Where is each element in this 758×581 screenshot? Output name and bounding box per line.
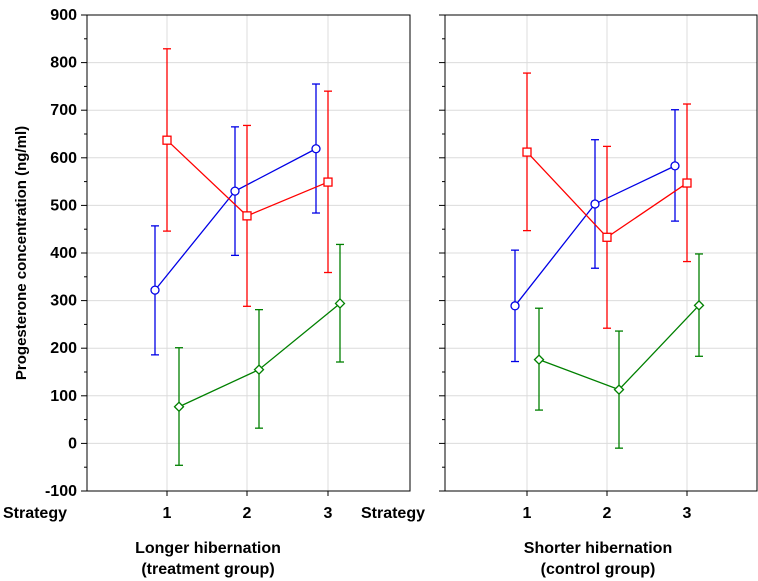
panel-caption-line1: Longer hibernation	[135, 540, 281, 557]
y-tick-label: -100	[45, 483, 77, 500]
data-point-square	[162, 135, 172, 145]
x-tick-label: 1	[163, 505, 172, 522]
data-point-diamond	[613, 384, 625, 396]
x-tick-label: 2	[603, 505, 612, 522]
data-point-square	[682, 178, 692, 188]
y-tick-label: 100	[50, 388, 77, 405]
data-point-diamond	[533, 354, 545, 366]
data-point-circle	[150, 285, 160, 295]
y-tick-label: 900	[50, 7, 77, 24]
data-point-circle	[510, 301, 520, 311]
data-point-circle	[590, 199, 600, 209]
x-tick-label: 1	[523, 505, 532, 522]
y-tick-label: 400	[50, 245, 77, 262]
data-point-diamond	[334, 298, 346, 309]
data-point-square	[522, 147, 532, 157]
data-point-circle	[670, 161, 680, 171]
data-point-diamond	[253, 364, 265, 376]
y-tick-label: 800	[50, 55, 77, 72]
data-point-square	[602, 232, 612, 242]
data-point-circle	[311, 144, 321, 154]
panel-caption-line2: (treatment group)	[141, 561, 274, 578]
x-tick-label: 3	[324, 505, 333, 522]
data-point-circle	[230, 186, 240, 196]
y-tick-label: 600	[50, 150, 77, 167]
y-tick-label: 700	[50, 102, 77, 119]
panel-caption-line1: Shorter hibernation	[524, 540, 672, 557]
x-tick-label: 3	[683, 505, 692, 522]
data-point-square	[242, 211, 252, 221]
data-point-square	[323, 177, 333, 187]
y-tick-label: 200	[50, 340, 77, 357]
strategy-axis-label: Strategy	[361, 505, 425, 522]
y-tick-label: 500	[50, 197, 77, 214]
y-tick-label: 0	[68, 435, 77, 452]
x-tick-label: 2	[243, 505, 252, 522]
data-point-diamond	[693, 299, 705, 311]
y-tick-label: 300	[50, 293, 77, 310]
y-axis-title: Progesterone concentration (ng/ml)	[13, 126, 30, 380]
panel-caption-line2: (control group)	[541, 561, 656, 578]
strategy-axis-label: Strategy	[3, 505, 67, 522]
data-point-diamond	[173, 401, 185, 413]
